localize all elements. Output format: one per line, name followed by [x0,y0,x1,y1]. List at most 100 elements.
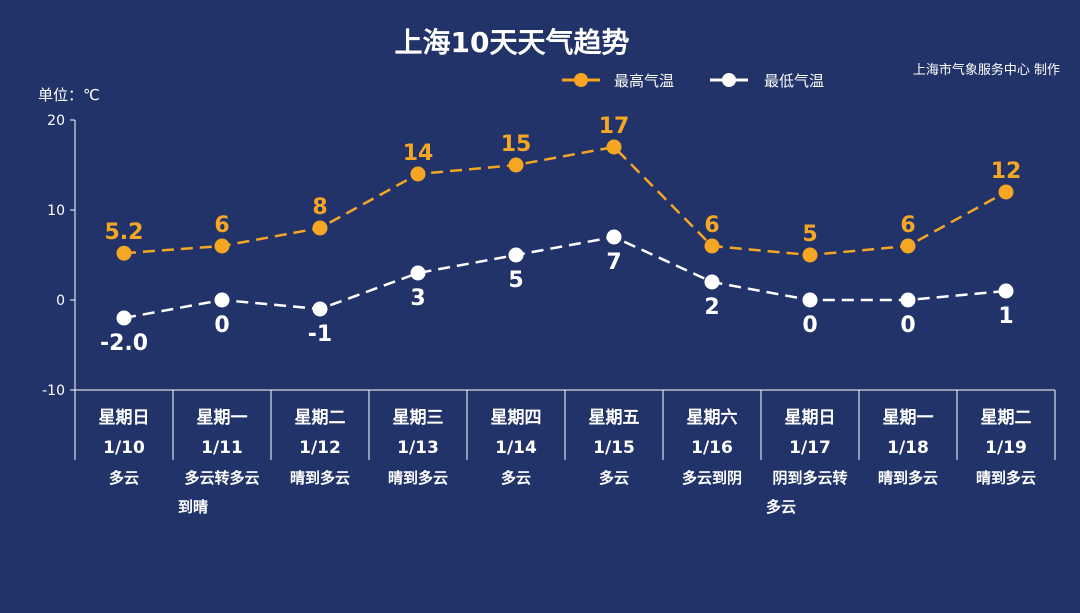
x-day-label: 星期一 [197,408,248,428]
unit-label: 单位：℃ [38,86,100,104]
high-temp-label: 14 [403,141,434,166]
legend: 最高气温 最低气温 [562,72,824,90]
high-temp-point [116,245,132,261]
credit-text: 上海市气象服务中心 制作 [913,62,1060,78]
legend-item-low: 最低气温 [710,72,824,90]
high-temp-label: 8 [312,195,327,220]
x-weather-label: 晴到多云 [290,469,350,487]
y-tick-label: 10 [47,203,65,219]
x-category: 星期二 1/12 晴到多云 [290,408,350,487]
low-temp-label: 5 [508,268,523,293]
low-temp-label: 7 [606,250,621,275]
high-temp-label: 5 [802,222,817,247]
high-temp-line [123,145,1007,257]
legend-item-high: 最高气温 [562,72,674,90]
high-temp-point [802,247,818,263]
x-weather-label: 多云转多云 [184,469,259,487]
x-category: 星期六 1/16 多云到阴 [682,407,742,487]
x-date-label: 1/15 [593,438,635,458]
low-temp-point [606,229,622,245]
x-date-label: 1/14 [495,438,537,458]
high-temp-label: 6 [704,213,719,238]
low-temp-label: 0 [802,313,817,338]
high-temp-label: 6 [214,213,229,238]
low-temp-point [410,265,426,281]
x-day-label: 星期日 [785,408,836,428]
low-temp-point [802,292,818,308]
low-temp-point [998,283,1014,299]
x-date-label: 1/17 [789,438,831,458]
low-temp-point [312,301,328,317]
y-tick-label: 0 [56,293,65,309]
legend-high-label: 最高气温 [614,72,674,90]
low-temp-point [214,292,230,308]
series-high: 5.2 6 8 14 15 17 6 5 6 12 [105,114,1022,263]
y-tick-label: -10 [42,383,65,399]
x-date-label: 1/11 [201,438,243,458]
x-day-label: 星期二 [981,408,1032,428]
x-weather-label: 晴到多云 [976,469,1036,487]
x-day-label: 星期六 [687,407,738,428]
high-temp-label: 6 [900,213,915,238]
legend-high-marker [574,73,588,87]
y-tick-label: 20 [47,113,65,129]
x-day-label: 星期五 [589,408,640,428]
x-weather-label: 到晴 [178,498,208,516]
high-temp-point [606,139,622,155]
legend-low-label: 最低气温 [764,72,824,90]
plot-area: 5.2 6 8 14 15 17 6 5 6 12 -2.0 0 -1 3 5 7 2 0 0 1 [100,114,1021,356]
axes: 20100-10星期日1/10多云星期一1/11多云转多云到晴星期二1/12晴到… [42,113,1056,516]
low-temp-label: 2 [704,295,719,320]
high-temp-point [704,238,720,254]
x-weather-label: 多云到阴 [682,469,742,487]
x-date-label: 1/13 [397,438,439,458]
x-weather-label: 阴到多云转 [772,469,847,487]
x-date-label: 1/19 [985,438,1027,458]
x-category: 星期三 1/13 晴到多云 [388,408,448,487]
x-date-label: 1/12 [299,438,341,458]
low-temp-label: 1 [998,304,1013,329]
low-temp-label: 0 [214,313,229,338]
high-temp-label: 15 [501,132,532,157]
x-date-label: 1/10 [103,438,145,458]
x-category: 星期四 1/14 多云 [491,408,542,487]
legend-low-marker [722,73,736,87]
x-category: 星期五 1/15 多云 [589,408,640,487]
x-weather-label: 多云 [599,469,629,487]
chart-title: 上海10天天气趋势 [395,26,630,59]
low-temp-point [508,247,524,263]
x-weather-label: 多云 [501,469,531,487]
high-temp-point [214,238,230,254]
x-day-label: 星期一 [883,408,934,428]
series-low: -2.0 0 -1 3 5 7 2 0 0 1 [100,229,1014,356]
x-day-label: 星期二 [295,408,346,428]
x-day-label: 星期四 [491,408,542,428]
high-temp-label: 12 [991,159,1022,184]
low-temp-label: -1 [308,322,332,347]
low-temp-label: 0 [900,313,915,338]
low-temp-point [116,310,132,326]
x-category: 星期日 1/10 多云 [99,408,150,487]
high-temp-point [508,157,524,173]
x-date-label: 1/16 [691,438,733,458]
x-weather-label: 多云 [766,498,796,516]
high-temp-label: 5.2 [105,220,144,245]
x-category: 星期二 1/19 晴到多云 [976,408,1036,487]
high-temp-point [900,238,916,254]
x-weather-label: 多云 [109,469,139,487]
low-temp-point [704,274,720,290]
x-date-label: 1/18 [887,438,929,458]
x-category: 星期一 1/18 晴到多云 [878,408,938,487]
x-day-label: 星期三 [393,408,444,428]
high-temp-label: 17 [599,114,630,139]
x-weather-label: 晴到多云 [388,469,448,487]
low-temp-label: -2.0 [100,331,148,356]
low-temp-label: 3 [410,286,425,311]
high-temp-point [312,220,328,236]
low-temp-point [900,292,916,308]
high-temp-point [410,166,426,182]
x-weather-label: 晴到多云 [878,469,938,487]
